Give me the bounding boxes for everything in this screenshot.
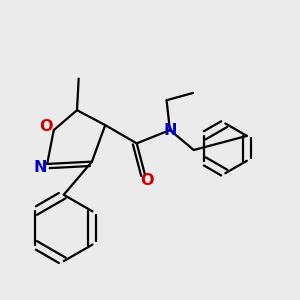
Text: N: N xyxy=(163,123,177,138)
Text: O: O xyxy=(40,118,53,134)
Text: O: O xyxy=(140,173,153,188)
Text: N: N xyxy=(33,160,46,175)
